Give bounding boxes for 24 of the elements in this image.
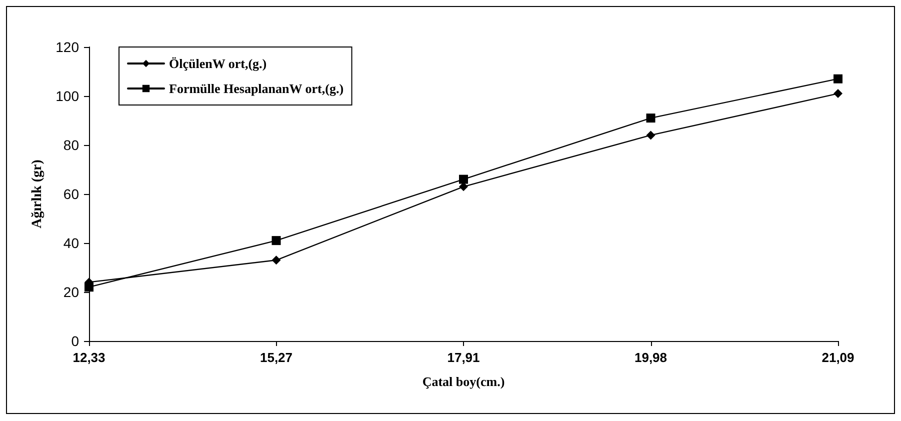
y-tick-label: 80 [63, 137, 80, 153]
x-tick-label: 17,91 [447, 350, 480, 365]
y-axis-title: Ağırlık (gr) [30, 159, 46, 228]
point [834, 74, 842, 84]
x-tick-label: 21,09 [822, 350, 854, 365]
y-tick-label: 120 [56, 39, 80, 55]
point [459, 174, 468, 184]
point [646, 130, 656, 140]
legend-label: Formülle HesaplananW ort,(g.) [169, 81, 344, 96]
point [646, 114, 656, 123]
x-tick-label: 19,98 [634, 350, 668, 365]
legend-label: ÖlçülenW ort,(g.) [169, 56, 267, 71]
y-tick-label: 40 [63, 235, 80, 251]
y-tick-label: 100 [56, 88, 80, 104]
point [272, 236, 281, 246]
y-tick-label: 0 [71, 333, 80, 349]
y-tick-label: 20 [63, 284, 80, 300]
x-tick-label: 15,27 [260, 350, 293, 365]
point [272, 256, 281, 265]
point [834, 89, 842, 98]
point [84, 282, 94, 292]
y-tick-label: 60 [63, 186, 80, 202]
x-tick-label: 12,33 [72, 350, 106, 365]
x-axis-title: Çatal boy(cm.) [422, 374, 505, 389]
